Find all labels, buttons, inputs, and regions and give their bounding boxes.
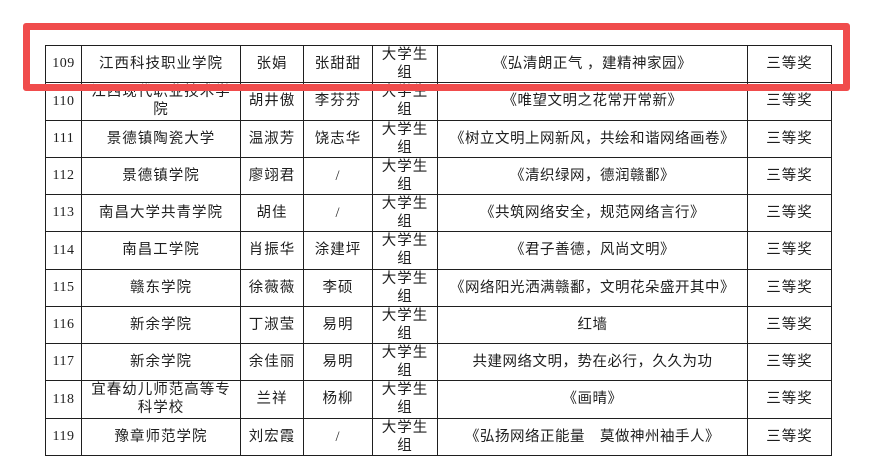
cell-group: 大学生组 bbox=[372, 82, 438, 121]
cell-group: 大学生组 bbox=[372, 231, 438, 270]
table-row: 117 新余学院 余佳丽 易明 大学生组 共建网络文明，势在必行，久久为功 三等… bbox=[45, 342, 832, 382]
cell-school: 赣东学院 bbox=[81, 268, 241, 307]
cell-number: 116 bbox=[45, 305, 82, 345]
cell-school: 南昌大学共青学院 bbox=[81, 193, 241, 233]
cell-second-author: 杨柳 bbox=[303, 380, 373, 419]
cell-second-author: 涂建坪 bbox=[303, 231, 373, 270]
table-row: 114 南昌工学院 肖振华 涂建坪 大学生组 《君子善德，风尚文明》 三等奖 bbox=[45, 231, 832, 270]
cell-second-author: 李硕 bbox=[303, 268, 373, 307]
cell-number: 114 bbox=[45, 231, 82, 270]
cell-school: 江西科技职业学院 bbox=[81, 44, 241, 84]
cell-author: 肖振华 bbox=[240, 231, 304, 270]
cell-award: 三等奖 bbox=[747, 268, 832, 307]
cell-number: 112 bbox=[45, 156, 82, 196]
cell-author: 徐薇薇 bbox=[240, 268, 304, 307]
table-row: 116 新余学院 丁淑莹 易明 大学生组 红墙 三等奖 bbox=[45, 305, 832, 345]
cell-work-title: 《共筑网络安全，规范网络言行》 bbox=[437, 193, 748, 233]
cell-award: 三等奖 bbox=[747, 417, 832, 456]
cell-school: 新余学院 bbox=[81, 342, 241, 382]
award-list-table: 109 江西科技职业学院 张娟 张甜甜 大学生组 《弘清朗正气 ，建精神家园》 … bbox=[45, 44, 832, 456]
cell-work-title: 《清织绿网，德润赣鄱》 bbox=[437, 156, 748, 196]
cell-group: 大学生组 bbox=[372, 380, 438, 419]
cell-author: 兰祥 bbox=[240, 380, 304, 419]
cell-number: 118 bbox=[45, 380, 82, 419]
cell-work-title: 《弘扬网络正能量 莫做神州袖手人》 bbox=[437, 417, 748, 456]
cell-second-author: / bbox=[303, 193, 373, 233]
cell-work-title: 《网络阳光洒满赣鄱，文明花朵盛开其中》 bbox=[437, 268, 748, 307]
cell-group: 大学生组 bbox=[372, 305, 438, 345]
cell-award: 三等奖 bbox=[747, 119, 832, 158]
award-table-body: 109 江西科技职业学院 张娟 张甜甜 大学生组 《弘清朗正气 ，建精神家园》 … bbox=[45, 44, 832, 456]
cell-number: 117 bbox=[45, 342, 82, 382]
cell-award: 三等奖 bbox=[747, 231, 832, 270]
cell-number: 110 bbox=[45, 82, 82, 121]
cell-group: 大学生组 bbox=[372, 193, 438, 233]
cell-school: 宜春幼儿师范高等专科学校 bbox=[81, 380, 241, 419]
cell-group: 大学生组 bbox=[372, 119, 438, 158]
cell-group: 大学生组 bbox=[372, 156, 438, 196]
cell-second-author: / bbox=[303, 156, 373, 196]
cell-work-title: 《唯望文明之花常开常新》 bbox=[437, 82, 748, 121]
cell-award: 三等奖 bbox=[747, 380, 832, 419]
cell-author: 胡井傲 bbox=[240, 82, 304, 121]
table-row: 110 江西现代职业技术学院 胡井傲 李芬芬 大学生组 《唯望文明之花常开常新》… bbox=[45, 82, 832, 121]
cell-school: 南昌工学院 bbox=[81, 231, 241, 270]
cell-award: 三等奖 bbox=[747, 342, 832, 382]
cell-award: 三等奖 bbox=[747, 156, 832, 196]
cell-work-title: 《树立文明上网新风，共绘和谐网络画卷》 bbox=[437, 119, 748, 158]
cell-work-title: 共建网络文明，势在必行，久久为功 bbox=[437, 342, 748, 382]
cell-award: 三等奖 bbox=[747, 82, 832, 121]
cell-number: 119 bbox=[45, 417, 82, 456]
table-row: 111 景德镇陶瓷大学 温淑芳 饶志华 大学生组 《树立文明上网新风，共绘和谐网… bbox=[45, 119, 832, 158]
cell-group: 大学生组 bbox=[372, 268, 438, 307]
cell-author: 张娟 bbox=[240, 44, 304, 84]
cell-work-title: 《君子善德，风尚文明》 bbox=[437, 231, 748, 270]
cell-author: 廖翊君 bbox=[240, 156, 304, 196]
table-row: 109 江西科技职业学院 张娟 张甜甜 大学生组 《弘清朗正气 ，建精神家园》 … bbox=[45, 44, 832, 84]
cell-group: 大学生组 bbox=[372, 342, 438, 382]
table-row: 119 豫章师范学院 刘宏霞 / 大学生组 《弘扬网络正能量 莫做神州袖手人》 … bbox=[45, 417, 832, 456]
cell-work-title: 红墙 bbox=[437, 305, 748, 345]
table-row: 115 赣东学院 徐薇薇 李硕 大学生组 《网络阳光洒满赣鄱，文明花朵盛开其中》… bbox=[45, 268, 832, 307]
cell-second-author: 易明 bbox=[303, 305, 373, 345]
cell-second-author: 饶志华 bbox=[303, 119, 373, 158]
cell-author: 丁淑莹 bbox=[240, 305, 304, 345]
cell-author: 胡佳 bbox=[240, 193, 304, 233]
cell-school: 景德镇学院 bbox=[81, 156, 241, 196]
cell-group: 大学生组 bbox=[372, 44, 438, 84]
cell-work-title: 《画晴》 bbox=[437, 380, 748, 419]
cell-number: 113 bbox=[45, 193, 82, 233]
cell-number: 115 bbox=[45, 268, 82, 307]
table-row: 118 宜春幼儿师范高等专科学校 兰祥 杨柳 大学生组 《画晴》 三等奖 bbox=[45, 380, 832, 419]
cell-number: 109 bbox=[45, 44, 82, 84]
cell-author: 刘宏霞 bbox=[240, 417, 304, 456]
cell-author: 温淑芳 bbox=[240, 119, 304, 158]
cell-school: 江西现代职业技术学院 bbox=[81, 82, 241, 121]
cell-second-author: 张甜甜 bbox=[303, 44, 373, 84]
cell-work-title: 《弘清朗正气 ，建精神家园》 bbox=[437, 44, 748, 84]
cell-school: 景德镇陶瓷大学 bbox=[81, 119, 241, 158]
cell-award: 三等奖 bbox=[747, 305, 832, 345]
cell-second-author: 易明 bbox=[303, 342, 373, 382]
cell-award: 三等奖 bbox=[747, 44, 832, 84]
table-row: 113 南昌大学共青学院 胡佳 / 大学生组 《共筑网络安全，规范网络言行》 三… bbox=[45, 193, 832, 233]
cell-number: 111 bbox=[45, 119, 82, 158]
cell-award: 三等奖 bbox=[747, 193, 832, 233]
cell-second-author: 李芬芬 bbox=[303, 82, 373, 121]
cell-group: 大学生组 bbox=[372, 417, 438, 456]
cell-author: 余佳丽 bbox=[240, 342, 304, 382]
cell-school: 豫章师范学院 bbox=[81, 417, 241, 456]
table-row: 112 景德镇学院 廖翊君 / 大学生组 《清织绿网，德润赣鄱》 三等奖 bbox=[45, 156, 832, 196]
cell-second-author: / bbox=[303, 417, 373, 456]
cell-school: 新余学院 bbox=[81, 305, 241, 345]
